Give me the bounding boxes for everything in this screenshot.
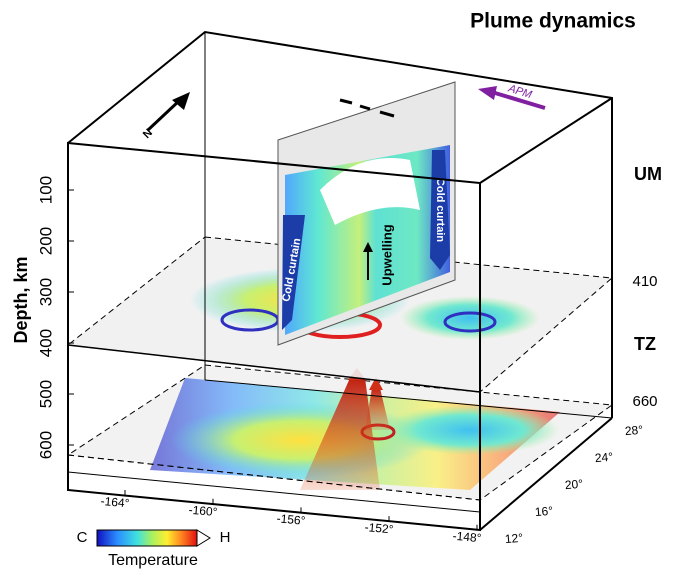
longitude-tick-label: -148°: [452, 529, 482, 545]
apm-arrow-head: [478, 86, 497, 100]
layer-label: 660: [632, 393, 657, 410]
latitude-tick-label: 20°: [564, 477, 583, 493]
layer-label: TZ: [634, 334, 656, 354]
longitude-tick-label: -152°: [364, 520, 394, 536]
colorbar-arrow: [197, 530, 210, 546]
longitude-tick-label: -160°: [188, 503, 218, 519]
north-label: N: [141, 127, 155, 141]
latitude-tick-label: 16°: [534, 504, 553, 520]
depth-tick-label: 600: [36, 431, 55, 459]
north-arrow: [148, 100, 180, 130]
legend-label: Temperature: [108, 552, 198, 569]
depth-tick-label: 400: [36, 329, 55, 357]
colorbar: [97, 530, 197, 546]
depth-axis-label: Depth, km: [11, 256, 31, 343]
legend-low: C: [77, 529, 88, 546]
north-arrow-head: [172, 92, 190, 110]
title: Plume dynamics: [470, 10, 636, 33]
layer-label: UM: [634, 164, 662, 184]
layer-label: 410: [632, 273, 657, 290]
latitude-tick-label: 24°: [594, 450, 613, 466]
annotation: Cold curtain: [434, 178, 446, 242]
legend-high: H: [220, 529, 231, 546]
box-edge: [480, 98, 612, 183]
latitude-tick-label: 28°: [624, 423, 643, 439]
longitude-tick-label: -156°: [276, 511, 306, 527]
depth-tick-label: 500: [36, 380, 55, 408]
depth-tick-label: 200: [36, 227, 55, 255]
anomaly-cool: [380, 405, 560, 455]
annotation: Upwelling: [379, 224, 394, 285]
latitude-tick-label: 12°: [504, 531, 523, 547]
depth-tick-label: 100: [36, 176, 55, 204]
depth-tick-label: 300: [36, 278, 55, 306]
longitude-tick-label: -164°: [100, 494, 130, 510]
anomaly-410-east: [400, 296, 540, 340]
figure: Cold curtain Cold curtain Upwelling N AP…: [0, 0, 678, 572]
